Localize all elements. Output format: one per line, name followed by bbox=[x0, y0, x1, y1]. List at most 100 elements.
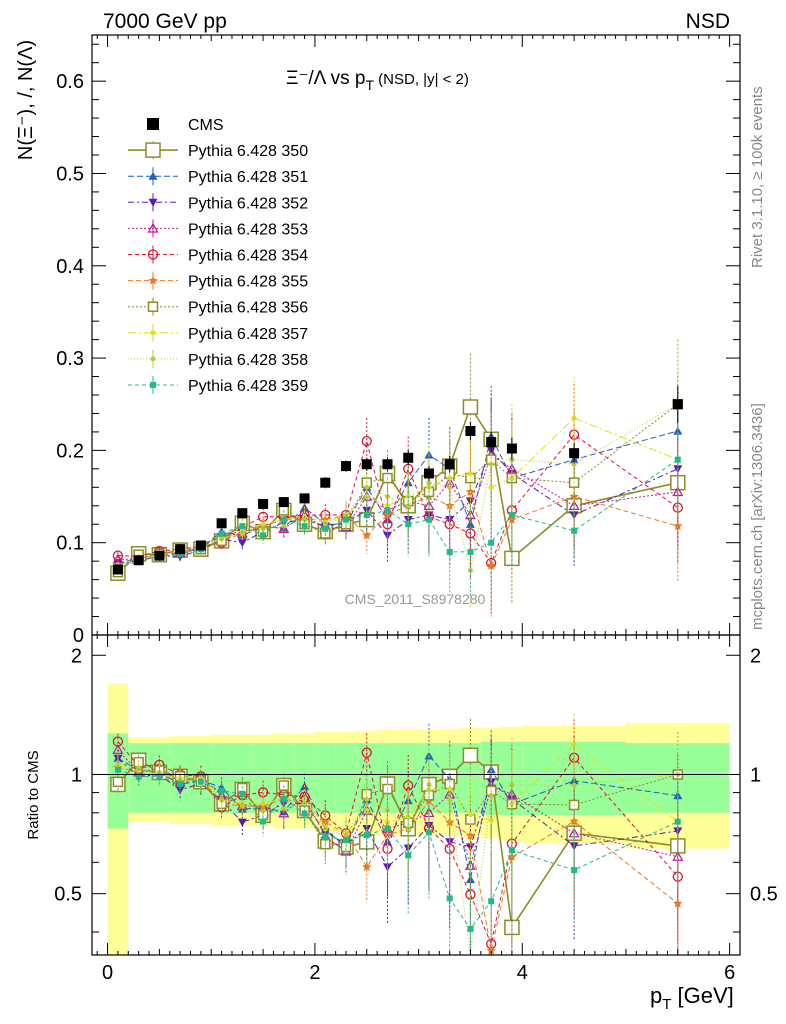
mcplots-reference-label: mcplots.cern.ch [arXiv:1306.3436] bbox=[749, 403, 766, 630]
y-tick-label: 0.1 bbox=[56, 533, 84, 555]
ratio-point bbox=[280, 795, 287, 802]
x-axis-title: pT [GeV] bbox=[650, 983, 734, 1013]
cms-data-point bbox=[465, 426, 476, 436]
legend-entry: Pythia 6.428 358 bbox=[128, 349, 308, 369]
data-point bbox=[447, 484, 453, 490]
cms-data-point bbox=[382, 459, 393, 470]
data-point bbox=[260, 532, 267, 539]
x-tick-label: 6 bbox=[724, 962, 735, 984]
ratio-y-tick-label: 2 bbox=[71, 645, 82, 667]
cms-data-point bbox=[569, 448, 580, 459]
series-line bbox=[117, 417, 678, 567]
legend-label: Pythia 6.428 355 bbox=[188, 274, 308, 291]
series-line bbox=[117, 434, 679, 565]
series-line bbox=[117, 454, 678, 560]
legend-label: Pythia 6.428 359 bbox=[188, 378, 308, 395]
series-group bbox=[112, 404, 684, 564]
legend-entry: Pythia 6.428 351 bbox=[128, 167, 308, 186]
ratio-point bbox=[218, 787, 225, 794]
ratio-y-tick-label-right: 0.5 bbox=[750, 884, 778, 906]
ratio-point bbox=[509, 801, 515, 807]
cms-data-group bbox=[112, 385, 683, 575]
ratio-series-line bbox=[117, 743, 679, 834]
data-point bbox=[362, 530, 372, 540]
legend-marker bbox=[147, 222, 159, 233]
cms-data-point bbox=[320, 477, 331, 488]
data-point bbox=[571, 527, 578, 534]
legend-label: CMS bbox=[188, 117, 224, 134]
cms-data-point bbox=[112, 564, 123, 575]
data-point bbox=[219, 535, 225, 541]
ratio-point bbox=[571, 867, 578, 874]
ratio-y-axis-title: Ratio to CMS bbox=[25, 750, 42, 839]
x-axis-title-tail: [GeV] bbox=[671, 983, 733, 1008]
y-tick-label: 0.4 bbox=[56, 256, 84, 278]
legend-entry: Pythia 6.428 352 bbox=[128, 193, 308, 212]
ratio-point bbox=[673, 898, 683, 908]
header-process-label: NSD bbox=[686, 10, 730, 33]
ratio-point bbox=[467, 812, 473, 818]
ratio-point bbox=[301, 810, 308, 817]
x-axis-title-main: p bbox=[650, 983, 662, 1008]
cms-data-point bbox=[672, 399, 683, 410]
legend-marker bbox=[148, 198, 158, 207]
ratio-point bbox=[364, 796, 370, 802]
plot-title-tail: (NSD, |y| < 2) bbox=[374, 71, 469, 88]
x-axis-title-sub: T bbox=[662, 996, 671, 1013]
series-line bbox=[117, 459, 679, 569]
y-tick-label: 0.2 bbox=[56, 440, 84, 462]
legend-marker bbox=[145, 142, 161, 158]
series-group bbox=[112, 383, 683, 614]
ratio-point bbox=[281, 806, 287, 812]
ratio-point bbox=[112, 743, 124, 754]
ratio-series-line bbox=[117, 741, 679, 946]
ratio-point bbox=[322, 833, 329, 840]
data-point bbox=[425, 516, 432, 523]
ratio-uncertainty-band bbox=[107, 683, 730, 955]
legend-label: Pythia 6.428 356 bbox=[188, 300, 308, 317]
cms-data-point bbox=[403, 452, 414, 463]
data-point bbox=[237, 539, 247, 548]
legend-entry: Pythia 6.428 354 bbox=[128, 245, 308, 265]
ratio-series-line bbox=[117, 754, 678, 880]
data-point bbox=[260, 521, 266, 527]
plot-title-sub: T bbox=[365, 77, 374, 93]
ratio-y-tick-label: 0.5 bbox=[54, 884, 82, 906]
ratio-point bbox=[447, 796, 453, 802]
header-energy-label: 7000 GeV pp bbox=[103, 10, 227, 33]
ratio-point bbox=[156, 773, 163, 780]
legend-label: Pythia 6.428 353 bbox=[188, 221, 308, 238]
ratio-band-inner-bin bbox=[335, 743, 357, 813]
ratio-point bbox=[462, 747, 479, 764]
data-point bbox=[363, 512, 370, 518]
data-point bbox=[462, 399, 479, 415]
data-point bbox=[112, 550, 124, 561]
ratio-y-tick-label: 1 bbox=[71, 764, 82, 786]
ratio-point bbox=[112, 736, 124, 747]
data-point bbox=[361, 436, 372, 447]
legend-entry: Pythia 6.428 353 bbox=[128, 219, 308, 238]
ratio-point bbox=[446, 895, 453, 902]
data-point bbox=[384, 507, 391, 514]
x-tick-label: 4 bbox=[517, 962, 528, 984]
data-point bbox=[218, 530, 225, 537]
cms-data-point bbox=[154, 550, 165, 561]
cms-data-point bbox=[175, 544, 186, 555]
ratio-point bbox=[260, 808, 266, 814]
ratio-point bbox=[260, 818, 267, 825]
data-point bbox=[301, 523, 308, 530]
data-point bbox=[446, 548, 453, 555]
cms-data-point bbox=[341, 461, 352, 472]
series-line bbox=[117, 449, 679, 564]
cms-data-point bbox=[506, 443, 517, 454]
plot-title: Ξ⁻/Λ vs pT (NSD, |y| < 2) bbox=[286, 68, 469, 93]
ratio-band-inner-bin bbox=[252, 743, 274, 813]
main-series-layer bbox=[110, 339, 686, 617]
data-point bbox=[488, 539, 495, 546]
ratio-series-layer bbox=[110, 713, 686, 956]
cms-data-point bbox=[423, 468, 434, 479]
cms-data-point bbox=[258, 498, 269, 509]
legend-label: Pythia 6.428 352 bbox=[188, 195, 308, 212]
ratio-point bbox=[239, 790, 246, 797]
